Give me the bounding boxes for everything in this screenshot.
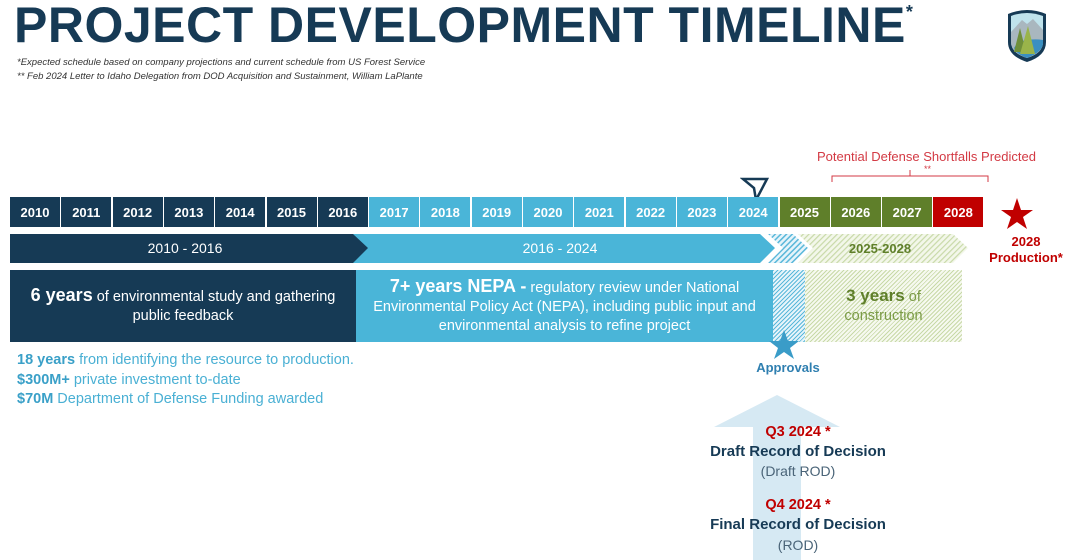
band-study	[10, 234, 368, 263]
stat-dod: $70M Department of Defense Funding award…	[17, 391, 323, 407]
approvals-label: Approvals	[756, 360, 820, 375]
stat-years-value: 18 years	[17, 352, 76, 368]
year-cell-2026: 2026	[830, 197, 881, 227]
draft-rod-date: Q3 2024 *	[765, 424, 831, 440]
year-cell-2027: 2027	[882, 197, 933, 227]
page-title: PROJECT DEVELOPMENT TIMELINE*	[14, 0, 913, 54]
draft-rod-title: Draft Record of Decision	[710, 443, 886, 460]
shortfall-label: Potential Defense Shortfalls Predicted	[817, 149, 1036, 164]
production-text: Production*	[989, 250, 1063, 265]
production-star-icon	[1001, 198, 1033, 229]
final-rod-abbr: (ROD)	[777, 537, 819, 553]
nepa-description: regulatory review under National Environ…	[373, 279, 756, 334]
band-construction-label: 2025-2028	[848, 240, 912, 256]
year-cell-2013: 2013	[163, 197, 214, 227]
study-description: of environmental study and gathering pub…	[92, 289, 336, 324]
nepa-box: 7+ years NEPA - regulatory review under …	[356, 270, 773, 342]
stat-investment-text: private investment to-date	[69, 372, 241, 388]
band-construction	[798, 234, 968, 263]
nepa-duration: 7+ years NEPA -	[389, 275, 527, 296]
shortfall-bracket	[831, 170, 989, 182]
stat-dod-text: Department of Defense Funding awarded	[53, 391, 324, 407]
year-cell-2018: 2018	[420, 197, 471, 227]
year-cell-2016: 2016	[317, 197, 368, 227]
year-cell-2017: 2017	[369, 197, 420, 227]
milestone-arrow	[714, 395, 840, 560]
draft-rod-abbr: (Draft ROD)	[760, 463, 836, 479]
production-label: 2028 Production*	[986, 234, 1066, 266]
footnote-2: ** Feb 2024 Letter to Idaho Delegation f…	[17, 71, 423, 82]
year-cell-2020: 2020	[523, 197, 573, 227]
study-box: 6 years of environmental study and gathe…	[10, 270, 356, 342]
approvals-box	[773, 270, 805, 342]
stat-years: 18 years from identifying the resource t…	[17, 352, 354, 368]
final-rod-title: Final Record of Decision	[710, 516, 886, 533]
mountain-forest-shield-logo	[1008, 10, 1046, 62]
year-cell-2024: 2024	[728, 197, 779, 227]
stat-investment-value: $300M+	[17, 372, 70, 388]
final-rod-date: Q4 2024 *	[765, 497, 831, 513]
construction-description: of construction	[844, 289, 923, 324]
study-duration: 6 years	[30, 285, 93, 305]
period-bands	[10, 234, 968, 263]
year-cell-2010: 2010	[10, 197, 60, 227]
year-cell-2015: 2015	[266, 197, 317, 227]
stat-investment: $300M+ private investment to-date	[17, 372, 241, 388]
band-nepa-label: 2016 - 2024	[522, 240, 598, 256]
approvals-star-icon	[769, 330, 799, 359]
footnote-1: *Expected schedule based on company proj…	[17, 57, 426, 68]
stat-years-text: from identifying the resource to product…	[75, 352, 354, 368]
construction-duration: 3 years	[846, 286, 905, 305]
construction-box: 3 years of construction	[805, 270, 962, 342]
year-cell-2012: 2012	[112, 197, 163, 227]
production-year: 2028	[1011, 234, 1041, 249]
band-nepa	[348, 234, 775, 263]
title-text: PROJECT DEVELOPMENT TIMELINE	[14, 0, 906, 53]
title-footnote-mark: *	[905, 2, 914, 22]
year-cell-2014: 2014	[215, 197, 266, 227]
year-cell-2025: 2025	[779, 197, 830, 227]
year-cell-2028: 2028	[933, 197, 984, 227]
year-cell-2021: 2021	[574, 197, 625, 227]
year-cell-2019: 2019	[471, 197, 522, 227]
year-cell-2023: 2023	[676, 197, 727, 227]
band-study-label: 2010 - 2016	[147, 240, 223, 256]
shortfall-footnote-mark: **	[924, 164, 932, 174]
year-cell-2022: 2022	[625, 197, 676, 227]
band-approvals	[768, 234, 808, 263]
year-cell-2011: 2011	[61, 197, 112, 227]
stat-dod-value: $70M	[17, 391, 54, 407]
